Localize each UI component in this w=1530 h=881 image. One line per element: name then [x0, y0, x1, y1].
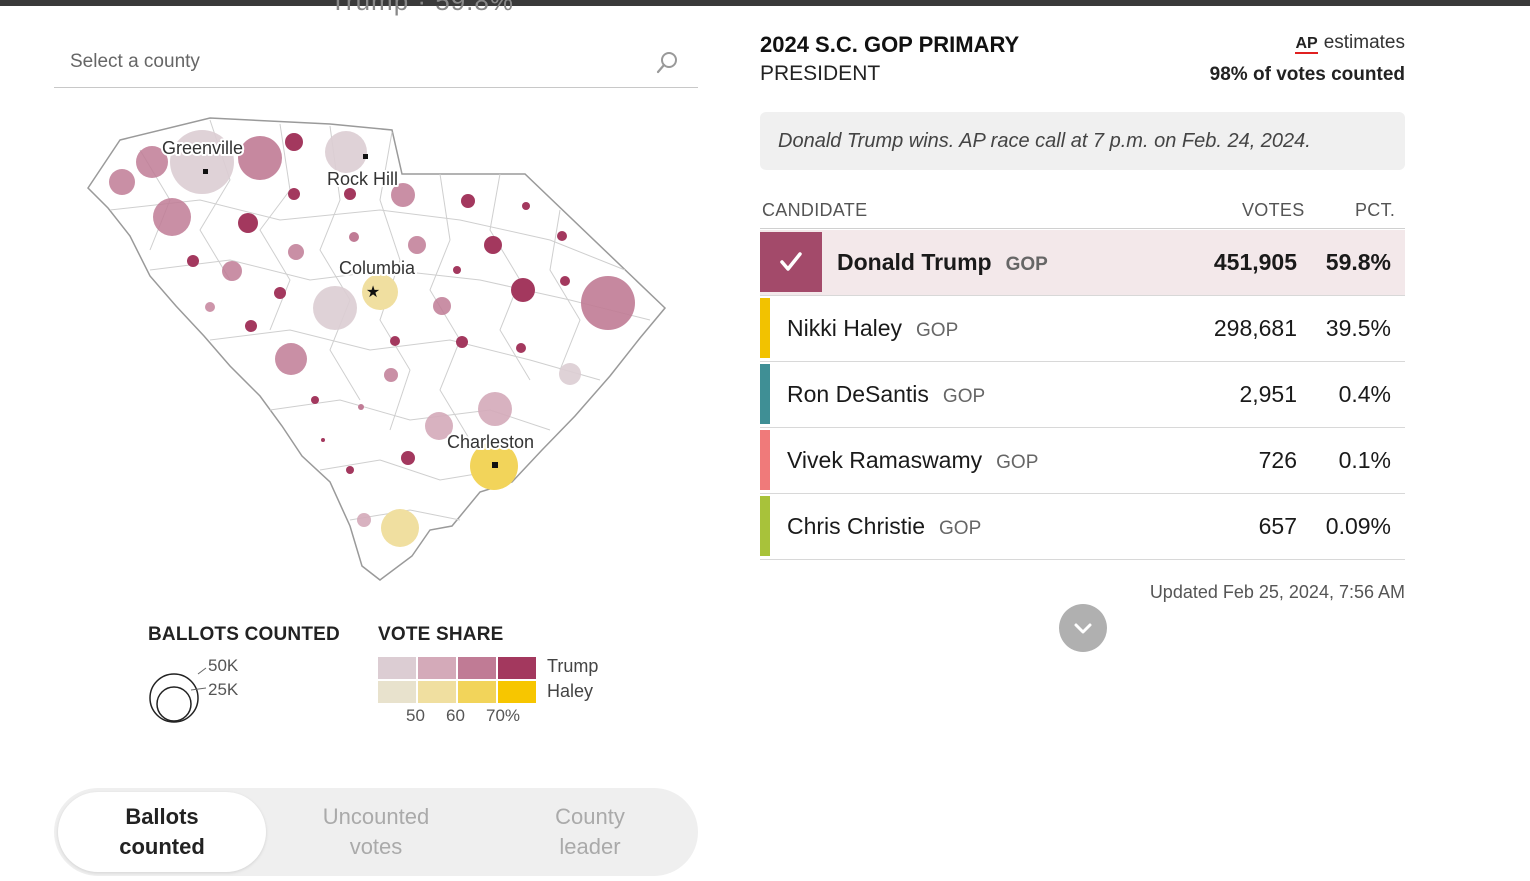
- legend-tick-60: 60: [446, 706, 465, 725]
- swatch-trump-70: [458, 657, 496, 679]
- candidate-pct: 0.4%: [1338, 381, 1391, 407]
- candidate-row-ramaswamy: Vivek Ramaswamy GOP 726 0.1%: [760, 428, 1405, 494]
- race-office: PRESIDENT: [760, 62, 881, 85]
- legend-haley-label: Haley: [547, 681, 594, 701]
- city-markers: ★: [203, 154, 498, 468]
- toggle-ballots-line2: counted: [119, 834, 205, 859]
- candidate-name: Nikki Haley: [787, 315, 903, 341]
- swatch-haley-60: [418, 681, 456, 703]
- header-candidate: CANDIDATE: [762, 200, 868, 220]
- county-search[interactable]: [54, 38, 698, 88]
- city-label-rock-hill: Rock Hill: [327, 169, 398, 189]
- candidate-votes: 726: [1258, 447, 1297, 473]
- map-view-toggle: Ballots counted Uncounted votes County lead…: [54, 788, 698, 876]
- toggle-ballots-line1: Ballots: [125, 804, 199, 829]
- charleston-marker: [492, 462, 498, 468]
- winner-check-icon: [760, 232, 822, 292]
- legend-trump-label: Trump: [547, 656, 599, 676]
- greenville-marker: [203, 169, 208, 174]
- county-search-input[interactable]: [70, 48, 630, 76]
- toggle-uncounted-line1: Uncounted: [322, 804, 430, 829]
- toggle-uncounted-line2: votes: [349, 834, 403, 859]
- search-icon[interactable]: [654, 50, 680, 76]
- candidate-pct: 59.8%: [1325, 249, 1391, 275]
- toggle-leader-line2: leader: [559, 834, 621, 859]
- top-bar: [0, 0, 1530, 6]
- header-votes: VOTES: [1242, 200, 1305, 220]
- legend-tick-50: 50: [406, 706, 425, 725]
- legend-ballots-title: BALLOTS COUNTED: [148, 624, 340, 645]
- swatch-haley-50: [378, 681, 416, 703]
- top-bar-ghost-text: Trump · 59.8%: [330, 0, 514, 16]
- swatch-haley-70: [458, 681, 496, 703]
- header-pct: PCT.: [1355, 200, 1396, 220]
- swatch-trump-50: [378, 657, 416, 679]
- candidate-color-bar: [760, 496, 770, 556]
- sc-map-svg[interactable]: ★ Greenville Rock Hill Columbia Charlest…: [80, 110, 680, 590]
- county-map[interactable]: ★ Greenville Rock Hill Columbia Charlest…: [80, 110, 680, 590]
- swatch-trump-max: [498, 657, 536, 679]
- toggle-leader-line1: County: [555, 804, 625, 829]
- toggle-county-leader[interactable]: County leader: [486, 792, 694, 872]
- votes-counted-label: 98% of votes counted: [1209, 64, 1405, 85]
- candidate-row-desantis: Ron DeSantis GOP 2,951 0.4%: [760, 362, 1405, 428]
- candidate-votes: 298,681: [1213, 315, 1297, 341]
- candidate-name: Chris Christie: [787, 513, 926, 539]
- candidate-row-trump: Donald Trump GOP 451,905 59.8%: [760, 230, 1405, 296]
- candidate-pct: 39.5%: [1325, 315, 1391, 341]
- updated-timestamp: Updated Feb 25, 2024, 7:56 AM: [1149, 582, 1405, 602]
- table-header-divider: [760, 228, 1405, 229]
- candidate-party: GOP: [939, 518, 982, 539]
- candidate-votes: 2,951: [1239, 381, 1297, 407]
- candidate-party: GOP: [916, 320, 959, 341]
- race-title: 2024 S.C. GOP PRIMARY: [760, 32, 1020, 57]
- candidate-color-bar: [760, 364, 770, 424]
- candidate-votes: 657: [1258, 513, 1297, 539]
- candidate-party: GOP: [1005, 254, 1048, 275]
- city-label-charleston: Charleston: [447, 432, 534, 452]
- candidate-pct: 0.09%: [1325, 513, 1391, 539]
- toggle-uncounted-votes[interactable]: Uncounted votes: [272, 792, 480, 872]
- rock-hill-marker: [363, 154, 368, 159]
- candidate-pct: 0.1%: [1338, 447, 1391, 473]
- county-bubbles: [109, 130, 635, 547]
- city-label-columbia: Columbia: [339, 258, 416, 278]
- candidate-color-bar: [760, 430, 770, 490]
- ap-estimates: AP estimates: [1295, 32, 1405, 54]
- candidate-name: Vivek Ramaswamy: [787, 447, 983, 473]
- candidate-votes: 451,905: [1213, 249, 1297, 275]
- ap-logo: AP: [1295, 35, 1318, 54]
- toggle-ballots-counted[interactable]: Ballots counted: [58, 792, 266, 872]
- swatch-haley-max: [498, 681, 536, 703]
- chevron-down-icon: [1074, 623, 1092, 634]
- candidate-row-christie: Chris Christie GOP 657 0.09%: [760, 494, 1405, 560]
- legend-share-title: VOTE SHARE: [378, 624, 504, 645]
- race-call-banner: Donald Trump wins. AP race call at 7 p.m…: [760, 112, 1405, 170]
- city-label-greenville: Greenville: [162, 138, 243, 158]
- legend-size-large: 50K: [208, 656, 239, 675]
- candidate-color-bar: [760, 298, 770, 358]
- legend-size-circles: [149, 667, 207, 723]
- candidate-party: GOP: [942, 386, 986, 407]
- candidate-name: Donald Trump: [837, 249, 992, 275]
- legend-size-small: 25K: [208, 680, 239, 699]
- candidate-party: GOP: [996, 452, 1039, 473]
- candidate-row-haley: Nikki Haley GOP 298,681 39.5%: [760, 296, 1405, 362]
- ap-estimates-label[interactable]: estimates: [1323, 32, 1405, 53]
- legend-tick-70: 70%: [486, 706, 521, 725]
- columbia-star-icon: ★: [366, 284, 380, 301]
- expand-results-button[interactable]: [1059, 604, 1107, 652]
- swatch-trump-60: [418, 657, 456, 679]
- candidate-name: Ron DeSantis: [787, 381, 929, 407]
